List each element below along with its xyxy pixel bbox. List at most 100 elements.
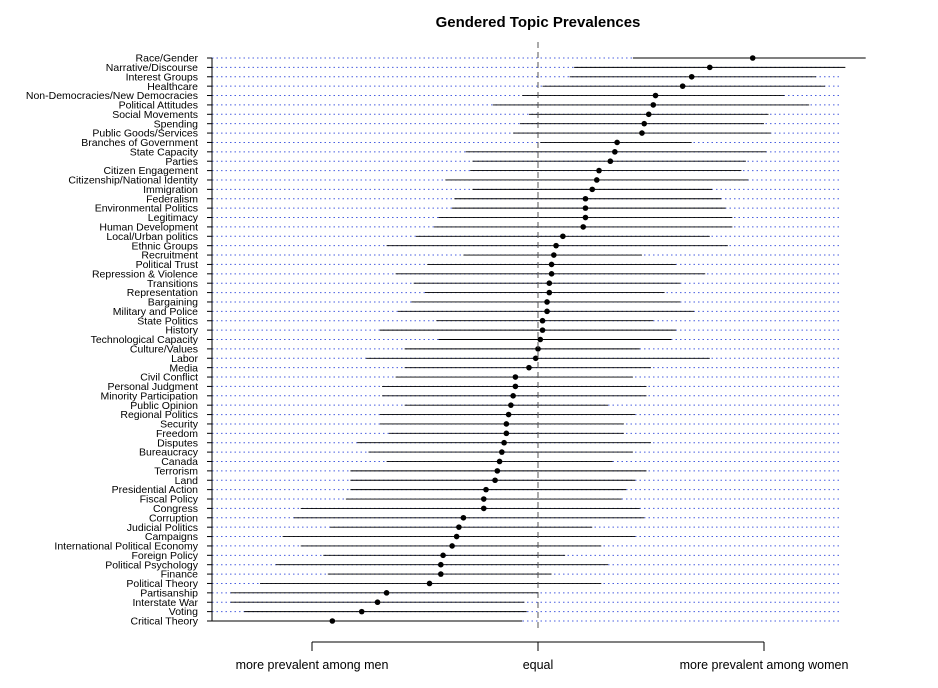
estimate-point [374,599,381,606]
estimate-point [480,496,487,502]
x-axis: more prevalent among men equal more preval… [236,641,849,672]
estimate-point [426,580,433,587]
category-label: Security [160,419,199,431]
estimate-point [438,571,444,577]
estimate-point [505,411,512,418]
category-label: Local/Urban politics [106,231,198,243]
estimate-point [539,317,546,324]
point-estimates [329,55,756,624]
estimate-point [512,383,519,390]
estimate-point [512,374,519,380]
category-label: Transitions [147,278,198,290]
x-tick-label: equal [523,658,554,672]
chart-title: Gendered Topic Prevalences [436,14,641,31]
category-label: Spending [154,118,199,130]
category-label: Freedom [156,428,198,440]
estimate-point [480,505,487,512]
category-label: Minority Participation [101,390,199,402]
category-label: Parties [165,156,198,168]
estimate-point [438,561,444,568]
estimate-point [537,336,544,343]
category-label: Narrative/Discourse [106,62,198,74]
category-label: Civil Conflict [140,372,198,384]
estimate-point [641,120,648,127]
category-label: Media [169,362,198,374]
estimate-point [607,158,614,165]
estimate-point [589,186,596,193]
category-label: Land [175,475,199,487]
estimate-point [580,224,586,230]
estimate-point [358,608,365,615]
category-label: Bureaucracy [139,447,199,459]
category-label: Human Development [99,222,198,234]
category-label: State Capacity [130,146,199,158]
category-label: Congress [153,503,198,515]
estimate-point [503,421,510,427]
category-label: Technological Capacity [91,334,199,346]
category-label: State Politics [137,315,198,327]
category-label: Culture/Values [130,343,198,355]
category-label: Healthcare [147,81,198,93]
category-label: Public Goods/Services [92,128,198,140]
category-label: Regional Politics [120,409,198,421]
estimate-point [596,167,602,174]
category-label: Political Psychology [105,559,199,571]
estimate-point [483,486,489,493]
category-label: Representation [127,287,198,299]
estimate-point [329,618,336,624]
category-label: Military and Police [113,306,198,318]
category-label: Foreign Policy [131,550,198,562]
category-label: Judicial Politics [127,522,198,534]
estimate-point [494,468,501,474]
estimate-point [496,458,503,465]
category-label: Environmental Politics [95,203,198,215]
category-label: Citizenship/National Identity [68,175,198,187]
category-label: Terrorism [154,465,198,477]
category-label: Branches of Government [81,137,198,149]
category-label: Campaigns [145,531,198,543]
estimate-point [551,252,557,258]
category-label: Social Movements [112,109,198,121]
estimate-point [645,111,652,118]
estimate-point [582,214,589,221]
estimate-point [449,543,455,549]
estimate-point [383,590,390,596]
category-label: Repression & Violence [92,268,198,280]
category-label: Disputes [157,437,198,449]
category-label: Interstate War [132,597,198,609]
category-label: Finance [161,569,199,581]
category-label: Fiscal Policy [140,494,199,506]
category-label: Presidential Action [112,484,199,496]
x-tick-label: more prevalent among women [680,658,849,672]
category-label: Personal Judgment [108,381,199,393]
estimate-point [510,393,516,399]
category-label: Political Theory [126,578,198,590]
estimate-point [544,299,550,305]
category-label: Corruption [149,512,198,524]
estimate-point [501,439,507,446]
estimate-point [614,139,620,146]
estimate-point [650,102,657,108]
estimate-point [535,346,541,352]
estimate-point [546,289,553,296]
category-label: Critical Theory [131,616,199,628]
estimate-point [546,280,553,287]
estimate-point [679,83,686,89]
estimate-point [749,55,756,61]
estimate-point [593,177,600,183]
estimate-point [706,64,713,71]
estimate-point [548,271,555,277]
category-label: Federalism [146,193,198,205]
estimate-point [553,242,559,249]
estimate-point [499,449,505,455]
category-label: Voting [169,606,198,618]
category-label: Political Attitudes [119,100,198,112]
estimate-point [582,205,589,211]
estimate-point [503,430,510,437]
estimate-point [526,364,532,371]
estimate-point [582,195,589,202]
estimate-point [612,149,618,155]
estimate-point [460,514,467,521]
